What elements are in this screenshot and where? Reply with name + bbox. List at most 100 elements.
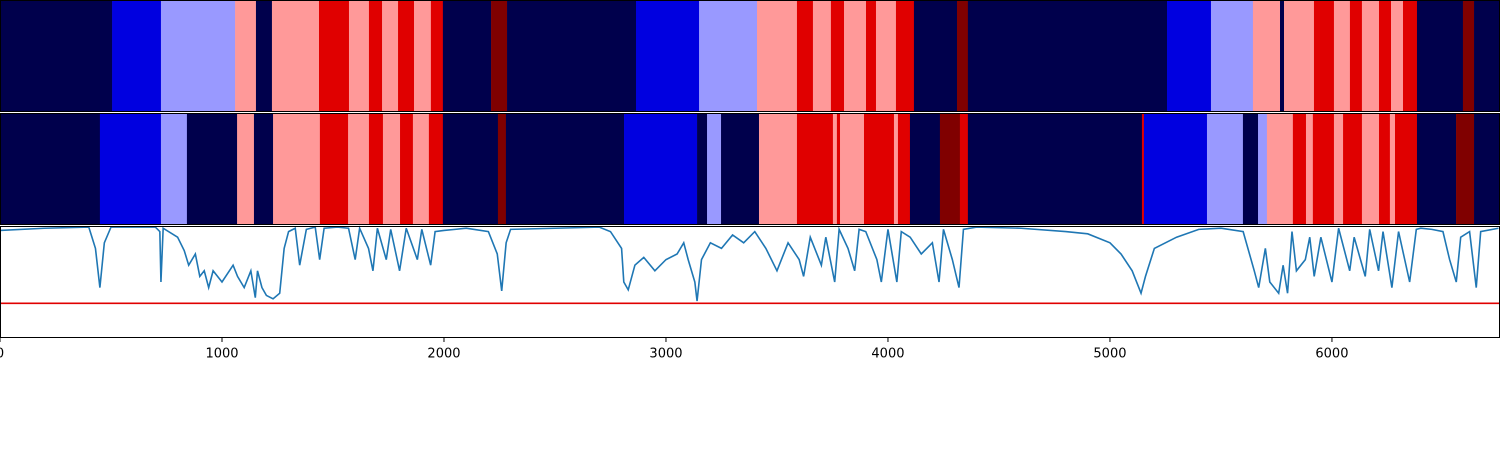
segment xyxy=(1391,0,1404,112)
segment xyxy=(624,113,698,225)
segment xyxy=(1284,0,1315,112)
segment xyxy=(348,0,370,112)
segment xyxy=(1167,0,1212,112)
segment xyxy=(491,0,508,112)
segment xyxy=(875,0,897,112)
segment xyxy=(1416,0,1464,112)
segment xyxy=(253,113,274,225)
segment xyxy=(112,0,162,112)
segment xyxy=(1389,113,1396,225)
segment xyxy=(430,0,444,112)
segment xyxy=(893,113,899,225)
segment xyxy=(255,0,273,112)
x-tick-label: 2000 xyxy=(427,347,460,362)
segment xyxy=(1462,0,1475,112)
segment xyxy=(697,113,708,225)
segment xyxy=(1292,113,1307,225)
segment xyxy=(368,0,383,112)
segment xyxy=(1206,113,1244,225)
segment xyxy=(1474,113,1500,225)
segment xyxy=(160,0,236,112)
segment xyxy=(967,0,1168,112)
segment xyxy=(1343,113,1363,225)
segment xyxy=(235,0,257,112)
segment xyxy=(382,0,399,112)
segment xyxy=(382,113,401,225)
segment xyxy=(758,113,798,225)
segment xyxy=(414,0,432,112)
segment xyxy=(412,113,430,225)
segment xyxy=(1280,0,1285,112)
segment xyxy=(707,113,722,225)
segment xyxy=(400,113,414,225)
segment xyxy=(1456,113,1475,225)
x-tick-label: 4000 xyxy=(871,347,904,362)
plot-area xyxy=(0,226,1500,338)
segment xyxy=(0,113,101,225)
segment xyxy=(319,0,350,112)
segment xyxy=(1266,113,1294,225)
segment xyxy=(271,0,320,112)
segment xyxy=(1210,0,1254,112)
segment xyxy=(897,113,911,225)
segment xyxy=(0,0,113,112)
segment xyxy=(319,113,349,225)
segment xyxy=(507,0,637,112)
x-tick-label: 0 xyxy=(0,347,4,362)
segment xyxy=(442,113,499,225)
x-tick-label: 6000 xyxy=(1315,347,1348,362)
x-tick-label: 5000 xyxy=(1093,347,1126,362)
segment xyxy=(796,0,814,112)
segment xyxy=(1312,113,1335,225)
segment xyxy=(1242,113,1259,225)
segment xyxy=(830,0,845,112)
segment xyxy=(1379,0,1392,112)
segment xyxy=(939,113,961,225)
segment xyxy=(836,113,841,225)
segment xyxy=(812,0,832,112)
segment xyxy=(895,0,915,112)
segment xyxy=(1379,113,1391,225)
segment xyxy=(913,0,958,112)
segment xyxy=(1252,0,1281,112)
segment xyxy=(237,113,255,225)
segment xyxy=(1402,0,1418,112)
x-tick-label: 3000 xyxy=(649,347,682,362)
segment xyxy=(699,0,758,112)
segment xyxy=(1361,113,1380,225)
segment xyxy=(348,113,370,225)
segment xyxy=(967,113,1143,225)
segment xyxy=(959,113,969,225)
segment xyxy=(957,0,969,112)
segment xyxy=(442,0,492,112)
segment xyxy=(398,0,415,112)
segment xyxy=(1361,0,1380,112)
segment xyxy=(1258,113,1268,225)
segment xyxy=(428,113,444,225)
segment xyxy=(721,113,760,225)
segment xyxy=(99,113,162,225)
segment xyxy=(756,0,798,112)
segment xyxy=(368,113,384,225)
segment xyxy=(1349,0,1363,112)
x-tick-label: 1000 xyxy=(205,347,238,362)
segment xyxy=(909,113,941,225)
segment xyxy=(1313,0,1335,112)
segment xyxy=(865,0,877,112)
segment xyxy=(840,113,865,225)
segment xyxy=(1474,0,1500,112)
line xyxy=(0,225,1499,302)
segment xyxy=(796,113,834,225)
segment xyxy=(1141,113,1145,225)
segment xyxy=(863,113,895,225)
segment xyxy=(160,113,188,225)
segment xyxy=(1333,113,1344,225)
segment xyxy=(1416,113,1457,225)
segment xyxy=(1143,113,1208,225)
segment xyxy=(1333,0,1351,112)
segment xyxy=(844,0,867,112)
segment xyxy=(1394,113,1418,225)
segment xyxy=(832,113,838,225)
segment xyxy=(186,113,238,225)
